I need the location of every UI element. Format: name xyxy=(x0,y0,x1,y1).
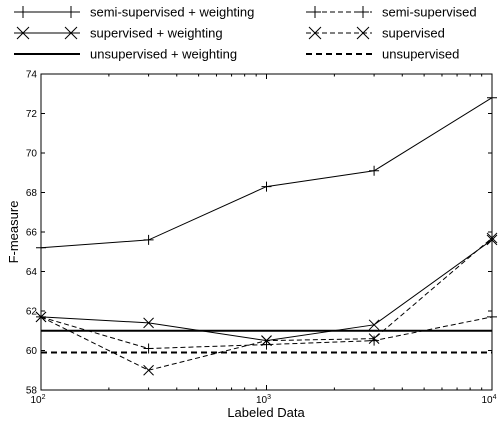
y-tick-label: 72 xyxy=(26,109,38,120)
x-tick-label: 104 xyxy=(481,394,496,406)
data-point-marker xyxy=(36,242,46,253)
legend-marker xyxy=(309,6,321,18)
series-line xyxy=(40,97,493,249)
data-point-marker xyxy=(143,317,154,329)
data-point-marker xyxy=(369,165,380,176)
y-tick-label: 58 xyxy=(26,386,38,397)
data-point-marker xyxy=(486,232,498,244)
y-tick-label: 62 xyxy=(26,307,38,318)
data-point-marker xyxy=(487,92,497,103)
series-semi-supervised xyxy=(36,311,497,354)
legend-item: semi-supervised + weighting xyxy=(14,5,254,20)
legend-marker xyxy=(17,6,29,18)
data-point-marker xyxy=(368,319,380,331)
x-axis-label: Labeled Data xyxy=(227,405,305,420)
legend-label: unsupervised + weighting xyxy=(90,47,237,62)
legend-marker xyxy=(356,26,370,40)
series-line xyxy=(40,316,493,350)
legend-item: supervised xyxy=(306,26,445,41)
legend-item: unsupervised xyxy=(306,47,459,62)
legend: semi-supervised + weighting semi-supervis… xyxy=(14,5,477,62)
y-tick-label: 70 xyxy=(26,149,38,160)
series-supervised xyxy=(35,232,498,376)
legend-marker xyxy=(16,26,30,40)
series-supervised-weighting xyxy=(35,234,498,346)
data-point-marker xyxy=(486,234,498,246)
data-point-marker xyxy=(487,311,497,322)
y-tick-label: 60 xyxy=(26,346,38,357)
legend-label: supervised + weighting xyxy=(90,26,223,41)
series-layer xyxy=(35,92,498,376)
series-line xyxy=(40,239,493,342)
legend-item: supervised + weighting xyxy=(14,26,223,41)
data-point-marker xyxy=(143,234,154,245)
data-point-marker xyxy=(143,364,154,376)
y-axis-label: F-measure xyxy=(6,201,21,264)
y-tick-label: 68 xyxy=(26,188,38,199)
legend-label: semi-supervised xyxy=(382,5,477,20)
series-semi-supervised-weighting xyxy=(36,92,497,253)
legend-marker xyxy=(308,26,322,40)
data-point-marker xyxy=(368,333,380,345)
y-tick-label: 66 xyxy=(26,228,38,239)
legend-marker xyxy=(64,26,78,40)
legend-marker xyxy=(357,6,369,18)
legend-label: supervised xyxy=(382,26,445,41)
data-point-marker xyxy=(261,181,272,192)
series-line xyxy=(40,237,493,371)
data-point-marker xyxy=(369,335,380,346)
data-point-marker xyxy=(35,311,47,323)
legend-label: unsupervised xyxy=(382,47,459,62)
data-point-marker xyxy=(143,343,154,354)
legend-item: semi-supervised xyxy=(306,5,477,20)
legend-item: unsupervised + weighting xyxy=(14,47,237,62)
y-tick-label: 74 xyxy=(26,70,38,81)
legend-marker xyxy=(65,6,77,18)
y-tick-label: 64 xyxy=(26,267,38,278)
data-point-marker xyxy=(261,335,272,346)
x-tick-label: 102 xyxy=(30,394,45,406)
legend-label: semi-supervised + weighting xyxy=(90,5,254,20)
